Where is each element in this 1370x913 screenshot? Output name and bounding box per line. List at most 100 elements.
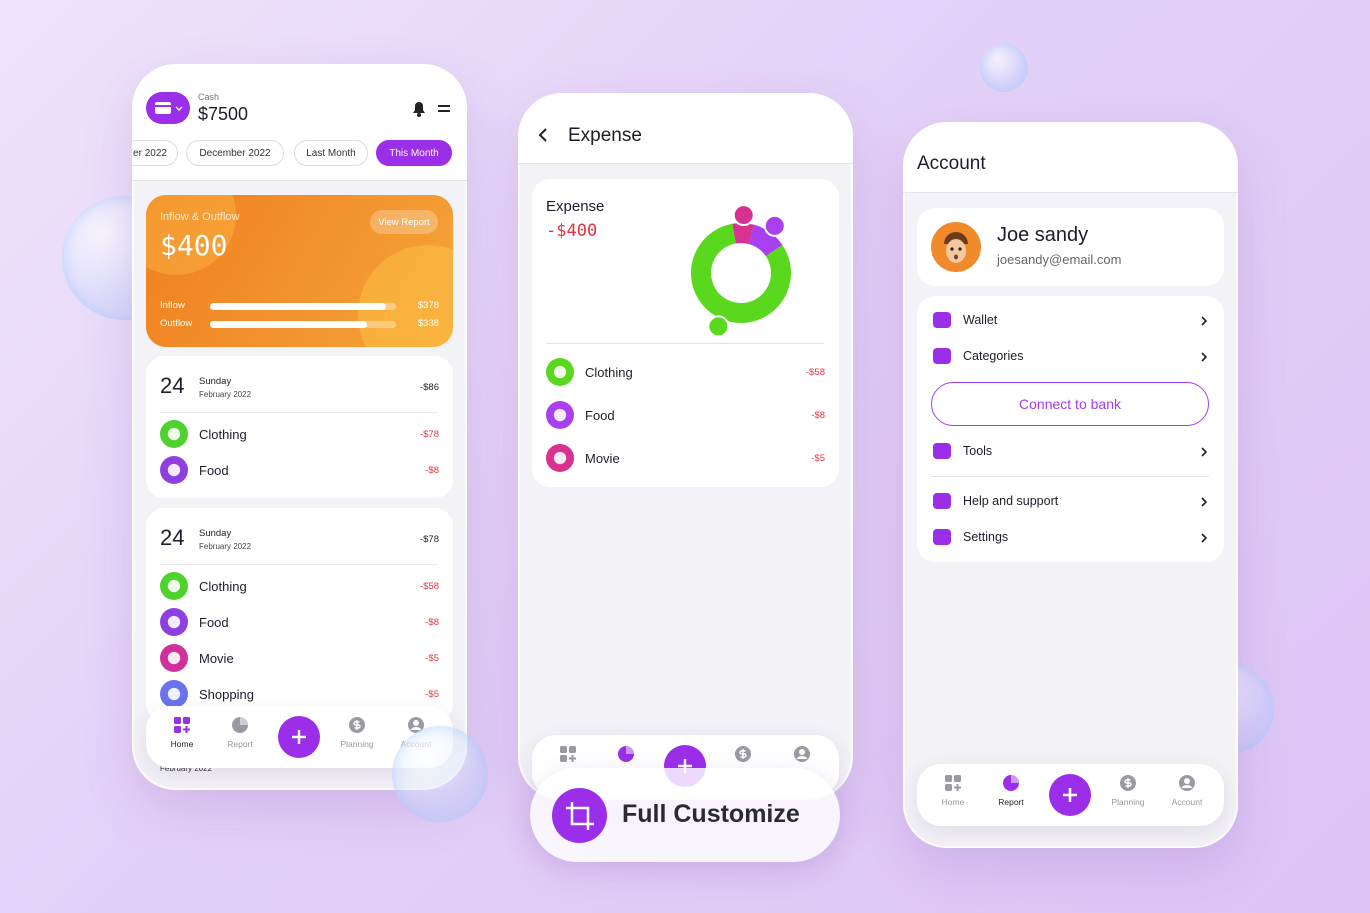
menu-label[interactable]: Settings [963,530,1009,544]
item-amount: -$5 [425,689,439,700]
nav-icon-wrap [559,745,577,763]
chevron-glyph [1201,533,1208,543]
glyph [799,749,805,755]
feature-badge: Full Customize [530,768,840,862]
category-icon [160,572,188,600]
home-screen: Cash $7500 er 2022 December 2022 Last Mont… [132,64,467,790]
nav-item[interactable]: Home [933,774,973,818]
item-name: Clothing [199,579,247,594]
item-name: Food [199,615,229,630]
glyph [167,615,181,629]
menu-label[interactable]: Tools [963,444,993,458]
nav-item[interactable]: Planning [337,716,377,760]
expense-total: -$400 [546,221,598,241]
nav-icon [618,746,634,762]
view-report-button[interactable]: View Report [370,210,438,234]
category-glyph [167,651,181,665]
crop-glyph [566,802,594,830]
nav-item[interactable] [782,745,822,789]
date-tab[interactable]: This Month [376,140,452,166]
nav-icon-wrap [1178,774,1196,792]
category-glyph [553,451,567,465]
nav-icon-wrap [793,745,811,763]
month: February 2022 [199,390,252,399]
menu-label[interactable]: Categories [963,349,1024,363]
weekday: Sunday [199,528,232,539]
date-tab[interactable]: Last Month [294,140,368,166]
category-glyph [167,615,181,629]
menu-icon [933,493,951,509]
category-glyph [553,408,567,422]
day-total: -$86 [419,382,439,393]
expense-card: Expense -$400 Clothing -$58 Food -$8 Movie -$… [532,179,839,487]
glyph [240,717,248,725]
glyph [1201,497,1208,507]
divider [931,476,1209,477]
account-header: Account [903,122,1238,193]
nav-icon [1120,775,1136,791]
glyph [183,726,190,733]
nav-item[interactable]: Planning [1108,774,1148,818]
chevron-glyph [1201,352,1208,362]
nav-icon [945,775,961,791]
bar-value: $338 [417,318,439,329]
menu-label[interactable]: Help and support [963,494,1059,508]
item-amount: -$78 [419,429,439,440]
add-glyph [1063,788,1077,802]
add-button[interactable] [278,716,320,758]
menu-icon [933,529,951,545]
date-tab[interactable]: er 2022 [132,140,178,166]
category-glyph [167,687,181,701]
glyph [553,451,567,465]
nav-item[interactable] [723,745,763,789]
nav-icon-wrap [1119,774,1137,792]
nav-icon-wrap [1002,774,1020,792]
date-tab[interactable]: December 2022 [186,140,284,166]
cash-label: Cash [198,92,220,102]
menu-icon [933,443,951,459]
add-glyph [292,730,306,744]
item-name: Food [199,463,229,478]
cash-amount: $7500 [198,104,249,124]
chevron-glyph [1201,316,1208,326]
glyph [796,755,808,759]
glyph [292,730,306,744]
glyph [167,579,181,593]
nav-label: Account [1171,797,1203,807]
wallet-icon [155,102,183,114]
add-button[interactable] [1049,774,1091,816]
wallet-button[interactable] [146,92,190,124]
glyph [739,749,747,759]
flow-card: Inflow & Outflow $400 View Report Inflow… [146,195,453,347]
menu-label[interactable]: Wallet [963,313,998,327]
nav-icon-wrap [944,774,962,792]
glyph [954,784,961,791]
month: February 2022 [199,542,252,551]
glyph [1201,447,1208,457]
glyph [1201,533,1208,543]
glyph [945,775,952,782]
nav-label: Report [998,797,1024,807]
nav-item[interactable]: Account [1167,774,1207,818]
back-icon[interactable] [538,128,550,142]
nav-label: Home [941,797,965,807]
card-decor [358,245,453,347]
day-total: -$78 [419,534,439,545]
glyph [553,365,567,379]
category-icon [546,444,574,472]
decor-bubble [392,726,488,822]
home-header: Cash $7500 er 2022 December 2022 Last Mont… [132,64,467,181]
profile-name: Joe sandy [997,224,1089,246]
item-name: Movie [585,451,620,466]
connect-bank-button[interactable]: Connect to bank [931,382,1209,426]
nav-item[interactable]: Report [991,774,1031,818]
glyph [413,720,419,726]
nav-label: Planning [340,739,374,749]
nav-item[interactable] [548,745,588,789]
nav-item[interactable]: Report [220,716,260,760]
chevron [1200,495,1208,507]
nav-item[interactable] [606,745,646,789]
nav-item[interactable]: Home [162,716,202,760]
menu-icon [933,312,951,328]
